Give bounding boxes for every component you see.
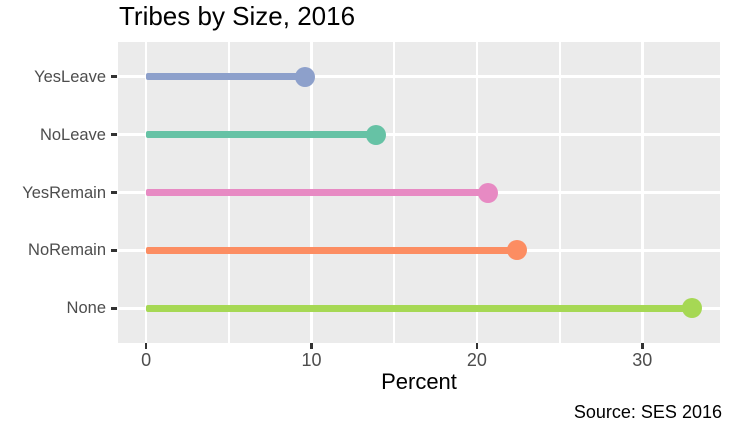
- y-axis-label: YesRemain: [22, 183, 106, 202]
- gridline-y-major: [118, 75, 720, 78]
- y-axis-label: None: [66, 299, 106, 318]
- y-axis-tick-mark: [111, 75, 117, 78]
- lollipop-dot: [506, 240, 527, 261]
- chart-caption: Source: SES 2016: [573, 402, 722, 422]
- chart-title: Tribes by Size, 2016: [119, 1, 356, 31]
- x-axis-tick-mark: [144, 343, 148, 349]
- y-axis-tick-mark: [111, 133, 117, 136]
- x-axis-tick-label: 10: [301, 350, 322, 370]
- y-axis-label: NoRemain: [28, 241, 106, 260]
- x-axis-tick-mark: [310, 343, 313, 349]
- plot-panel: [118, 42, 720, 343]
- gridline-y-major: [118, 133, 720, 136]
- y-axis-label: NoLeave: [39, 125, 106, 144]
- lollipop-stick: [146, 246, 517, 254]
- x-axis-title: Percent: [381, 369, 457, 394]
- lollipop-stick: [146, 189, 489, 196]
- x-axis-tick-mark: [475, 343, 479, 349]
- lollipop-stick: [146, 73, 305, 81]
- x-axis-tick-label: 20: [466, 350, 487, 370]
- y-axis-tick-mark: [111, 249, 117, 252]
- y-axis-tick-mark: [111, 191, 117, 194]
- lollipop-dot: [366, 124, 386, 145]
- x-axis-tick-mark: [641, 343, 644, 349]
- lollipop-dot: [478, 182, 499, 203]
- lollipop-dot: [294, 66, 315, 87]
- y-axis-tick-mark: [111, 307, 117, 310]
- lollipop-stick: [146, 131, 376, 139]
- y-axis-label: YesLeave: [34, 67, 106, 86]
- x-axis-tick-label: 0: [141, 350, 152, 370]
- lollipop-dot: [681, 298, 702, 319]
- x-axis-tick-label: 30: [632, 350, 653, 370]
- lollipop-stick: [146, 304, 692, 312]
